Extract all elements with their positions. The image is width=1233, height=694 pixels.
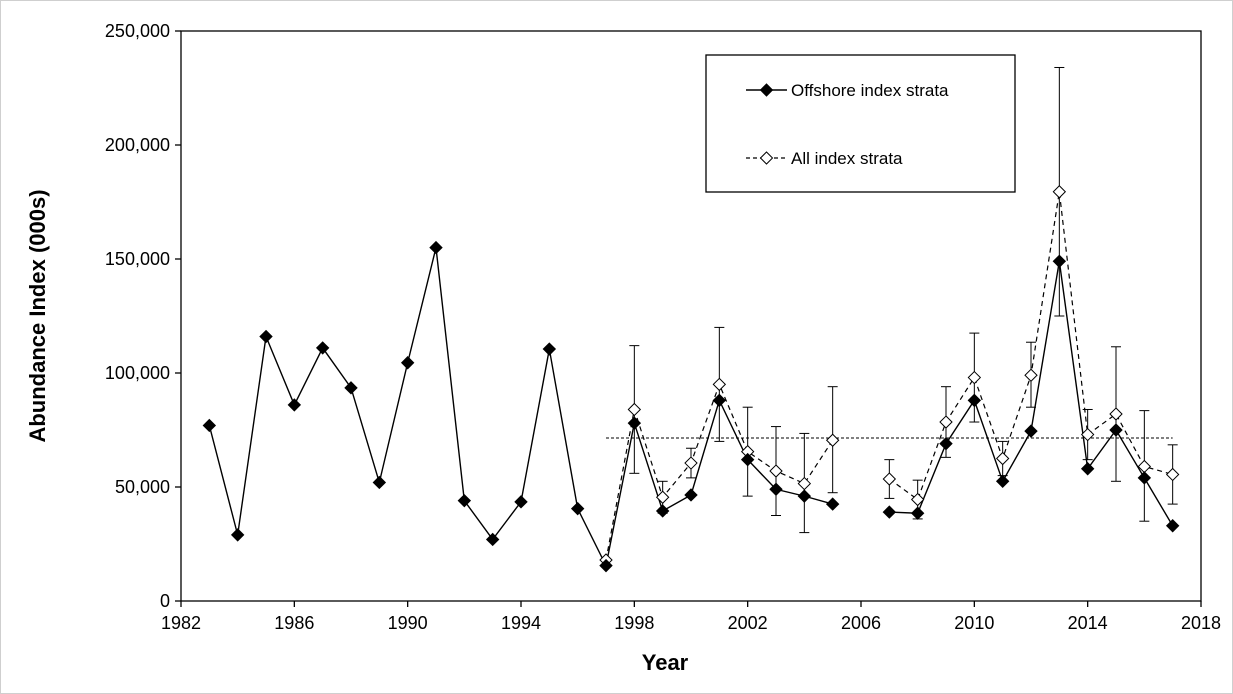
legend-offshore-label: Offshore index strata (791, 81, 949, 100)
offshore-point (769, 482, 783, 496)
x-tick-label: 2006 (841, 613, 881, 633)
all-strata-point (995, 451, 1010, 466)
plot-area-frame (180, 30, 1202, 602)
x-tick-label: 2010 (954, 613, 994, 633)
all-strata-point (1165, 467, 1180, 482)
y-tick-label: 100,000 (105, 363, 170, 383)
offshore-point (457, 493, 472, 508)
offshore-point (542, 342, 557, 356)
all-strata-point (769, 464, 783, 478)
all-strata-point (1109, 407, 1123, 421)
x-tick-label: 2002 (728, 613, 768, 633)
offshore-point (939, 436, 953, 451)
offshore-point (372, 475, 387, 490)
offshore-point (429, 240, 443, 255)
offshore-point (1165, 519, 1180, 533)
all-strata-point (882, 472, 897, 486)
y-axis-title: Abundance Index (000s) (25, 189, 50, 442)
offshore-point (599, 558, 613, 573)
offshore-point (400, 356, 415, 370)
offshore-point (684, 488, 698, 502)
legend-all-label: All index strata (791, 149, 903, 168)
all-strata-point (1024, 368, 1038, 382)
all-strata-point (967, 370, 982, 385)
y-tick-label: 150,000 (105, 249, 170, 269)
all-strata-point (627, 402, 642, 417)
all-strata-point (712, 377, 727, 392)
all-strata-point (1080, 427, 1095, 442)
legend: Offshore index strata All index strata (705, 54, 1016, 193)
x-tick-label: 1986 (274, 613, 314, 633)
x-tick-label: 2018 (1181, 613, 1221, 633)
offshore-point (1024, 424, 1038, 438)
offshore-point (1052, 254, 1067, 268)
offshore-point (344, 381, 358, 395)
offshore-point (797, 489, 812, 503)
y-tick-label: 50,000 (115, 477, 170, 497)
all-strata-point (655, 490, 670, 504)
offshore-point (825, 497, 840, 511)
y-tick-label: 0 (160, 591, 170, 611)
offshore-point (967, 393, 982, 408)
offshore-point (910, 506, 925, 520)
all-strata-point (825, 433, 840, 447)
all-strata-point (939, 415, 953, 429)
x-tick-label: 1998 (614, 613, 654, 633)
x-tick-label: 1994 (501, 613, 541, 633)
x-axis-title: Year (642, 650, 689, 675)
offshore-point (1080, 462, 1095, 476)
all-strata-point (684, 456, 698, 470)
offshore-point (485, 532, 500, 547)
offshore-point (315, 341, 330, 355)
offshore-point (627, 416, 642, 430)
x-tick-label: 1990 (388, 613, 428, 633)
offshore-point (259, 329, 273, 344)
offshore-point (712, 393, 727, 408)
offshore-point (287, 398, 302, 412)
offshore-point (202, 418, 217, 433)
offshore-point (514, 495, 528, 509)
offshore-point (570, 501, 585, 516)
offshore-point (230, 528, 245, 542)
legend-offshore-marker (759, 83, 774, 97)
offshore-point (1109, 423, 1123, 437)
offshore-point (740, 452, 755, 467)
y-tick-label: 250,000 (105, 21, 170, 41)
offshore-point (882, 505, 897, 519)
legend-all-marker (759, 151, 774, 165)
legend-box (705, 54, 1016, 193)
all-strata-point (1052, 185, 1067, 199)
y-tick-label: 200,000 (105, 135, 170, 155)
offshore-point (655, 504, 670, 518)
offshore-point (995, 474, 1010, 489)
all-strata-point (910, 492, 925, 507)
x-tick-label: 1982 (161, 613, 201, 633)
offshore-point (1137, 471, 1152, 485)
x-tick-label: 2014 (1068, 613, 1108, 633)
